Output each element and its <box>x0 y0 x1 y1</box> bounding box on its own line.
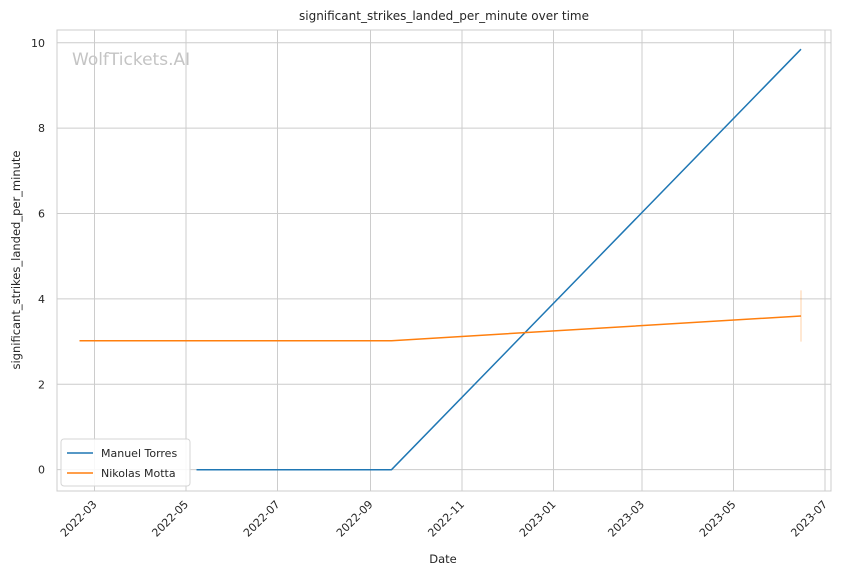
legend-label-manuel-torres: Manuel Torres <box>101 447 177 460</box>
chart-title: significant_strikes_landed_per_minute ov… <box>299 9 589 23</box>
x-tick-label: 2022-11 <box>425 498 467 540</box>
legend-box <box>60 438 191 487</box>
plot-area <box>56 29 832 492</box>
x-tick-label: 2022-05 <box>149 498 191 540</box>
y-axis-title: significant_strikes_landed_per_minute <box>9 151 23 370</box>
x-tick-label: 2023-03 <box>605 498 647 540</box>
y-tick-label: 10 <box>31 37 45 50</box>
x-tick-label: 2023-01 <box>517 498 559 540</box>
y-tick-label: 0 <box>38 464 45 477</box>
x-tick-label: 2022-03 <box>58 498 100 540</box>
x-tick-label: 2023-07 <box>788 498 830 540</box>
legend: Manuel Torres Nikolas Motta <box>60 438 191 487</box>
x-tick-labels: 2022-03 2022-05 2022-07 2022-09 2022-11 2023-… <box>58 498 830 540</box>
y-tick-label: 8 <box>38 122 45 135</box>
x-axis-title: Date <box>429 552 457 566</box>
x-tick-label: 2022-07 <box>241 498 283 540</box>
series-line <box>196 48 802 471</box>
series-line <box>79 315 802 342</box>
y-tick-labels: 0 2 4 6 8 10 <box>31 37 45 477</box>
y-tick-label: 2 <box>38 378 45 391</box>
y-tick-label: 4 <box>38 293 45 306</box>
legend-label-nikolas-motta: Nikolas Motta <box>101 467 176 480</box>
x-tick-label: 2023-05 <box>697 498 739 540</box>
y-tick-label: 6 <box>38 208 45 221</box>
series-layer <box>79 48 802 471</box>
watermark: WolfTickets.AI <box>72 50 190 70</box>
x-tick-label: 2022-09 <box>334 498 376 540</box>
grid <box>57 30 831 491</box>
